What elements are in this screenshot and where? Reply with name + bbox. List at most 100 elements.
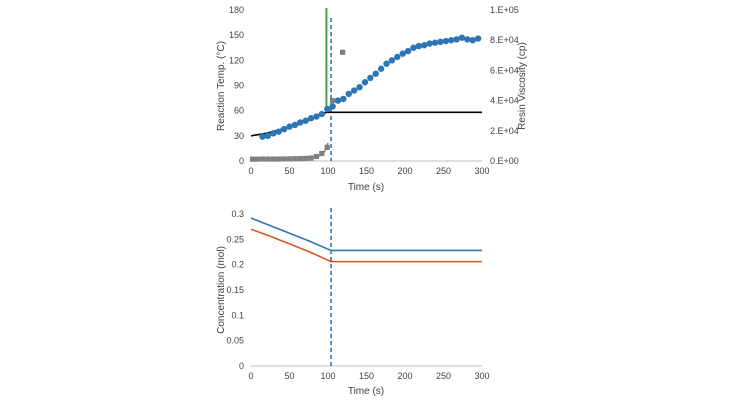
- temperature-point: [270, 130, 277, 137]
- viscosity-point: [313, 153, 320, 160]
- temperature-point: [388, 57, 396, 64]
- temperature-point: [275, 128, 282, 135]
- viscosity-point: [297, 155, 303, 162]
- temperature-point: [291, 121, 299, 129]
- viscosity-point: [292, 156, 298, 162]
- viscosity-point: [281, 156, 287, 162]
- temperature-point: [324, 105, 331, 113]
- y-tick-label: 0.2: [231, 260, 244, 270]
- bottom-plot-marks: [250, 208, 482, 366]
- bottom-y-tick-labels: 0 0.05 0.1 0.15 0.2 0.25 0.3: [226, 209, 244, 371]
- temperature-point: [286, 123, 293, 130]
- temperature-point: [313, 113, 320, 120]
- x-tick-label: 200: [397, 371, 412, 381]
- temperature-point: [383, 60, 390, 67]
- x-tick-label: 100: [320, 166, 335, 176]
- y2-tick-label: 1.E+05: [490, 5, 519, 15]
- x-tick-label: 250: [436, 166, 451, 176]
- temperature-point: [453, 36, 460, 43]
- temperature-point: [464, 36, 471, 43]
- temperature-point: [372, 70, 379, 77]
- temperature-point: [356, 83, 363, 91]
- bottom-y-axis-label: Concentration (mol): [216, 246, 227, 334]
- temperature-point: [399, 50, 406, 57]
- y-tick-label: 30: [234, 131, 244, 141]
- temperature-point: [361, 78, 369, 86]
- y-tick-label: 120: [229, 55, 244, 65]
- viscosity-point: [254, 156, 260, 162]
- y-tick-label: 0.1: [231, 310, 244, 320]
- temperature-point: [474, 35, 482, 42]
- temperature-point: [442, 37, 450, 45]
- temperature-point: [259, 133, 266, 140]
- temperature-point: [280, 125, 288, 133]
- temperature-point: [329, 103, 336, 110]
- temperature-point: [426, 40, 433, 47]
- temperature-point: [421, 42, 428, 49]
- y-tick-label: 60: [234, 106, 244, 116]
- y-tick-label: 180: [229, 5, 244, 15]
- temperature-point: [448, 37, 455, 44]
- x-tick-label: 50: [284, 371, 294, 381]
- bottom-x-axis-label: Time (s): [348, 386, 384, 397]
- viscosity-point: [330, 98, 336, 104]
- y2-tick-label: 2.E+04: [490, 126, 519, 136]
- y-tick-label: 0.25: [226, 234, 244, 244]
- top-y2-tick-labels: 0.E+00 2.E+04 4.E+04 6.E+04 8.E+04 1.E+05: [490, 5, 519, 166]
- x-tick-label: 300: [474, 371, 489, 381]
- temperature-point: [302, 117, 309, 124]
- top-x-axis-label: Time (s): [348, 182, 384, 193]
- temperature-point: [318, 110, 326, 118]
- y-tick-label: 0.15: [226, 285, 244, 295]
- viscosity-point: [259, 156, 266, 162]
- top-y2-axis-label: Resin Viscosity (cp): [517, 42, 528, 130]
- top-y-axis-label: Reaction Temp. (°C): [216, 41, 227, 131]
- viscosity-point: [319, 150, 325, 157]
- temperature-point: [340, 95, 347, 103]
- x-tick-label: 200: [397, 166, 412, 176]
- viscosity-point: [308, 155, 314, 161]
- viscosity-point: [265, 156, 271, 162]
- top-plot-marks: [249, 8, 482, 162]
- viscosity-point: [249, 156, 256, 162]
- y2-tick-label: 0.E+00: [490, 156, 519, 166]
- temperature-point: [334, 97, 342, 104]
- temperature-point: [307, 115, 315, 122]
- concentration-line: [250, 228, 482, 263]
- x-tick-label: 0: [248, 166, 253, 176]
- concentration-line: [250, 217, 482, 252]
- x-tick-label: 150: [359, 371, 374, 381]
- y2-tick-label: 4.E+04: [490, 96, 519, 106]
- viscosity-point: [286, 156, 293, 162]
- temperature-point: [297, 119, 304, 126]
- bottom-x-tick-labels: 0 50 100 150 200 250 300: [248, 371, 489, 381]
- viscosity-point: [324, 144, 330, 151]
- y-tick-label: 0: [239, 361, 244, 371]
- y-tick-label: 0.3: [231, 209, 244, 219]
- x-tick-label: 250: [436, 371, 451, 381]
- temperature-point: [458, 34, 466, 41]
- temperature-point: [345, 90, 352, 98]
- temperature-point: [469, 37, 476, 44]
- temperature-point: [415, 42, 423, 50]
- temperature-point: [394, 53, 401, 61]
- x-tick-label: 150: [359, 166, 374, 176]
- top-x-tick-labels: 0 50 100 150 200 250 300: [248, 166, 489, 176]
- temperature-point: [431, 39, 439, 46]
- temperature-point: [404, 47, 412, 55]
- viscosity-point: [276, 156, 282, 162]
- viscosity-point: [303, 155, 309, 162]
- temperature-point: [367, 74, 374, 82]
- temperature-line: [250, 111, 482, 137]
- x-tick-label: 300: [474, 166, 489, 176]
- x-tick-label: 100: [320, 371, 335, 381]
- x-tick-label: 50: [284, 166, 294, 176]
- y-tick-label: 0: [239, 156, 244, 166]
- bottom-chart: 0 50 100 150 200 250 300 0 0.05 0.1 0.15 0.2 0.25 0.…: [216, 208, 490, 397]
- viscosity-point: [270, 156, 276, 162]
- top-y-tick-labels: 0 30 60 90 120 150 180: [229, 5, 244, 166]
- y-tick-label: 150: [229, 30, 244, 40]
- y-tick-label: 0.05: [226, 336, 244, 346]
- temperature-point: [264, 132, 272, 140]
